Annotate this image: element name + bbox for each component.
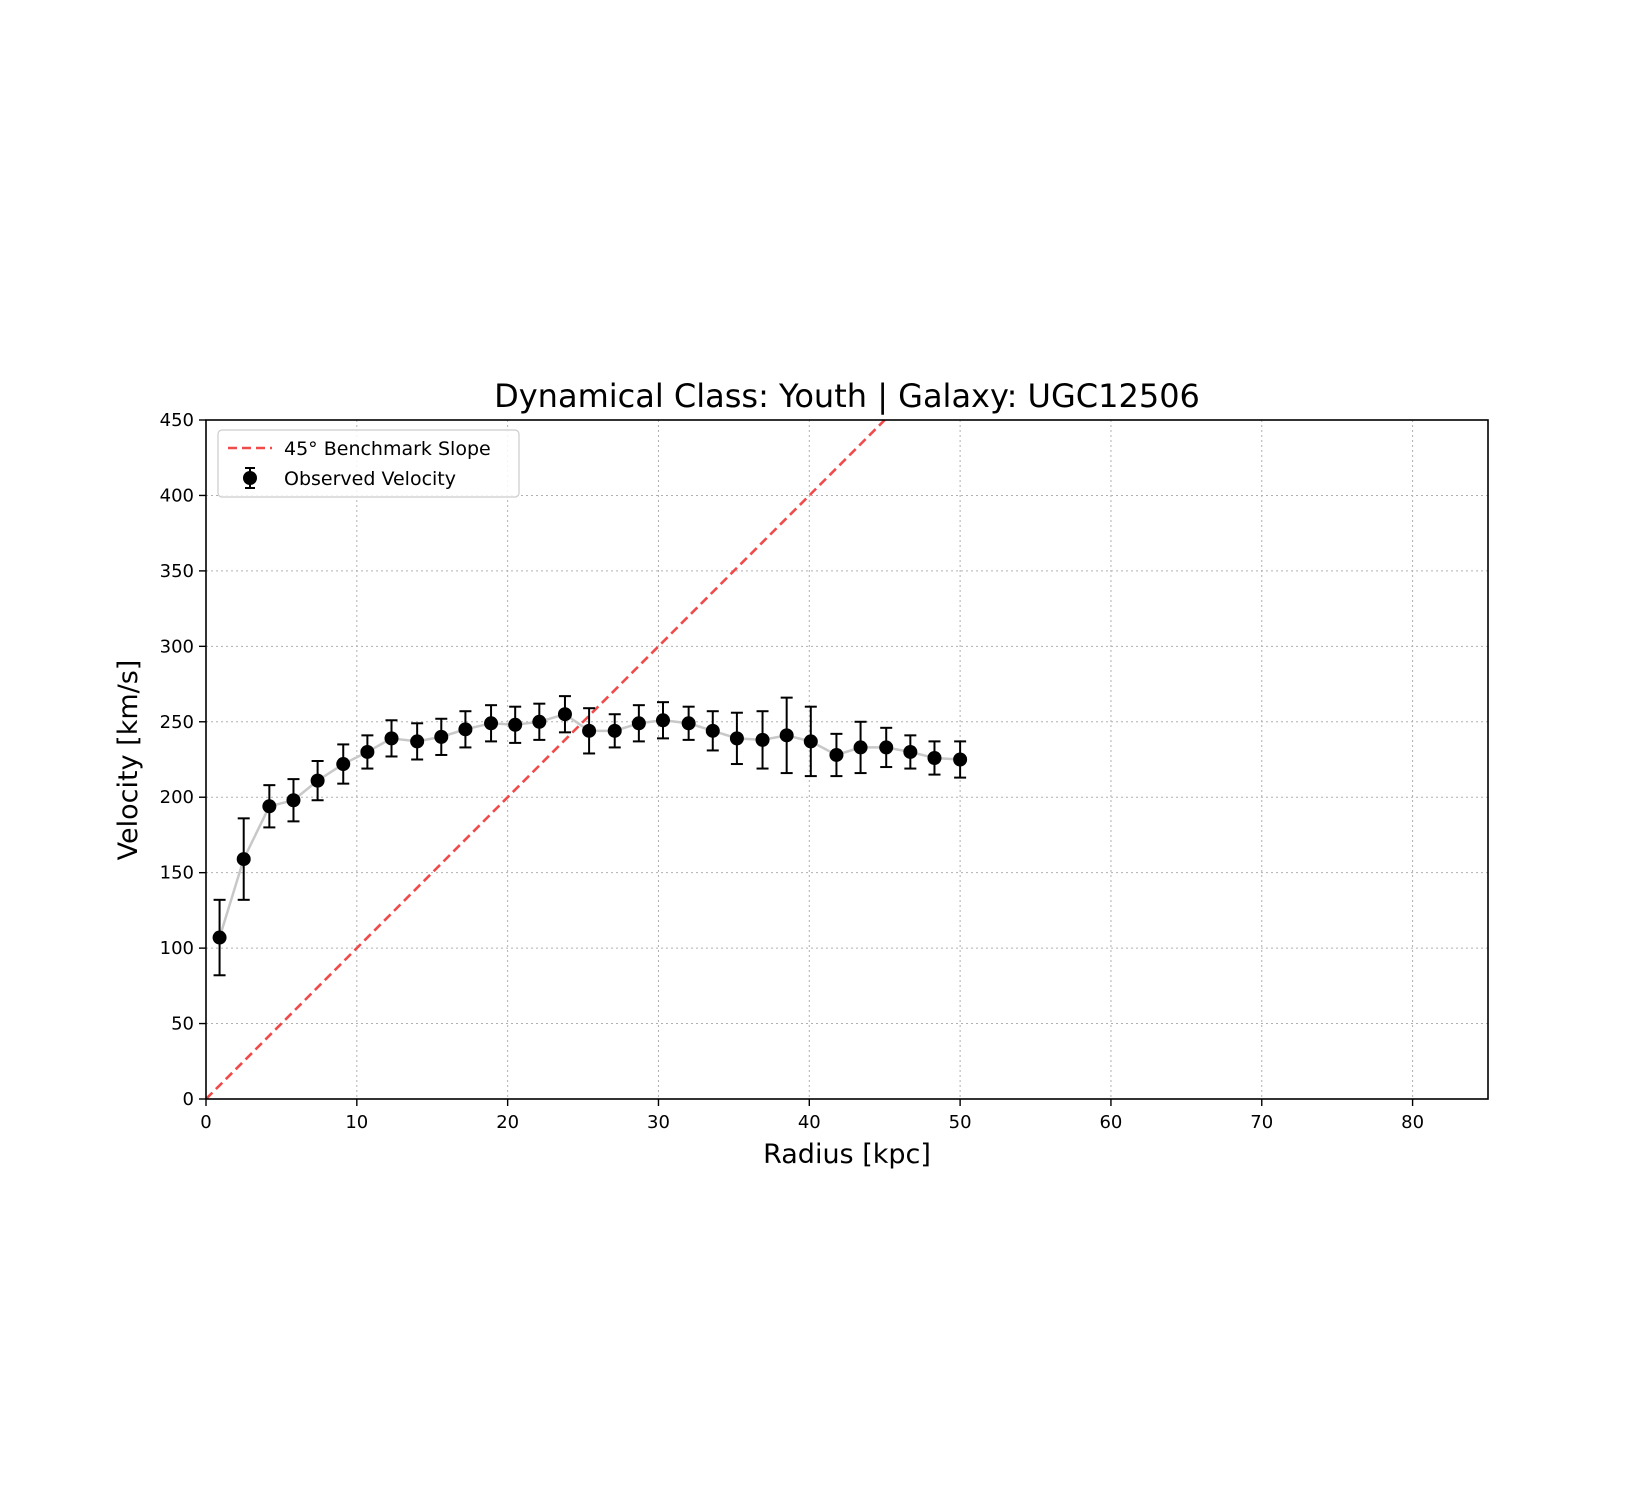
observed-velocity-point <box>484 704 499 743</box>
data-marker <box>360 744 375 759</box>
data-marker <box>262 799 277 814</box>
observed-velocity-point <box>508 705 523 744</box>
axis-ticks: 0 10 20 30 40 50 60 70 80 0 50 100 150 200 250 300 350 40… <box>160 410 1424 1133</box>
observed-velocity-point <box>705 710 720 752</box>
data-marker <box>582 723 597 738</box>
data-marker <box>508 717 523 732</box>
observed-velocity-point <box>582 707 597 755</box>
data-marker <box>853 740 868 755</box>
chart-title: Dynamical Class: Youth | Galaxy: UGC1250… <box>494 377 1200 415</box>
data-marker <box>681 716 696 731</box>
data-marker <box>532 714 547 729</box>
y-axis-title: Velocity [km/s] <box>113 660 144 861</box>
x-tick-label: 20 <box>496 1112 519 1133</box>
x-tick-label: 80 <box>1401 1112 1424 1133</box>
data-marker <box>434 729 449 744</box>
legend-box <box>217 429 520 498</box>
data-marker <box>607 723 622 738</box>
observed-velocity-point <box>434 717 449 756</box>
x-tick-label: 0 <box>200 1112 211 1133</box>
legend-benchmark-label: 45° Benchmark Slope <box>284 438 491 460</box>
x-axis-title: Radius [kpc] <box>763 1139 931 1170</box>
observed-velocity-point <box>879 726 894 769</box>
x-tick-label: 40 <box>798 1112 821 1133</box>
data-marker <box>779 728 794 743</box>
y-tick-label: 50 <box>171 1014 194 1035</box>
data-marker <box>236 852 251 867</box>
plot-content <box>206 420 968 1099</box>
legend-observed-label: Observed Velocity <box>284 468 456 490</box>
data-marker <box>829 747 844 762</box>
observed-velocity-point <box>903 734 918 770</box>
legend-observed-marker <box>243 471 257 485</box>
observed-velocity-point <box>953 740 968 779</box>
observed-velocity-point <box>336 743 351 785</box>
x-tick-label: 60 <box>1099 1112 1122 1133</box>
benchmark-slope-line <box>206 420 886 1099</box>
y-tick-label: 250 <box>160 712 194 733</box>
data-marker <box>755 732 770 747</box>
data-marker <box>484 716 499 731</box>
y-tick-label: 350 <box>160 561 194 582</box>
observed-velocity-point <box>557 695 572 734</box>
data-marker <box>458 722 473 737</box>
observed-velocity-point <box>384 719 399 758</box>
observed-velocity-point <box>607 713 622 749</box>
x-tick-label: 10 <box>345 1112 368 1133</box>
observed-velocity-point <box>729 711 744 766</box>
y-tick-label: 0 <box>183 1089 194 1110</box>
observed-velocity-point <box>681 705 696 741</box>
data-marker <box>655 713 670 728</box>
observed-velocity-point <box>829 732 844 778</box>
data-marker <box>336 757 351 772</box>
y-tick-label: 100 <box>160 938 194 959</box>
observed-velocity-point <box>262 784 277 829</box>
observed-velocity-point <box>532 702 547 741</box>
observed-velocity-point <box>655 701 670 740</box>
observed-velocity-point <box>360 734 375 770</box>
x-tick-label: 30 <box>647 1112 670 1133</box>
data-marker <box>410 734 425 749</box>
data-marker <box>803 734 818 749</box>
y-tick-label: 150 <box>160 863 194 884</box>
observed-velocity-point <box>927 740 942 776</box>
data-marker <box>729 731 744 746</box>
data-marker <box>903 744 918 759</box>
data-marker <box>310 773 325 788</box>
observed-velocity-point <box>631 704 646 743</box>
observed-velocity-point <box>236 817 251 901</box>
data-marker <box>631 716 646 731</box>
observed-velocity-point <box>779 696 794 775</box>
data-marker <box>557 707 572 722</box>
observed-velocity-point <box>458 710 473 749</box>
data-marker <box>953 752 968 767</box>
data-marker <box>705 723 720 738</box>
y-tick-label: 300 <box>160 636 194 657</box>
legend: 45° Benchmark Slope Observed Velocity <box>217 429 520 498</box>
data-marker <box>384 731 399 746</box>
x-tick-label: 50 <box>949 1112 972 1133</box>
observed-velocity-point <box>755 710 770 770</box>
observed-velocity-point <box>410 722 425 761</box>
data-marker <box>286 793 301 808</box>
observed-velocity-point <box>853 720 868 775</box>
y-tick-label: 450 <box>160 410 194 431</box>
observed-velocity-point <box>310 760 325 802</box>
data-marker <box>212 930 227 945</box>
y-tick-label: 200 <box>160 787 194 808</box>
x-tick-label: 70 <box>1250 1112 1273 1133</box>
y-tick-label: 400 <box>160 485 194 506</box>
plot-frame <box>205 419 1489 1100</box>
observed-velocity-point <box>286 778 301 823</box>
observed-velocity-point <box>803 705 818 778</box>
data-marker <box>927 750 942 765</box>
data-marker <box>879 740 894 755</box>
observed-velocity-point <box>212 898 227 977</box>
